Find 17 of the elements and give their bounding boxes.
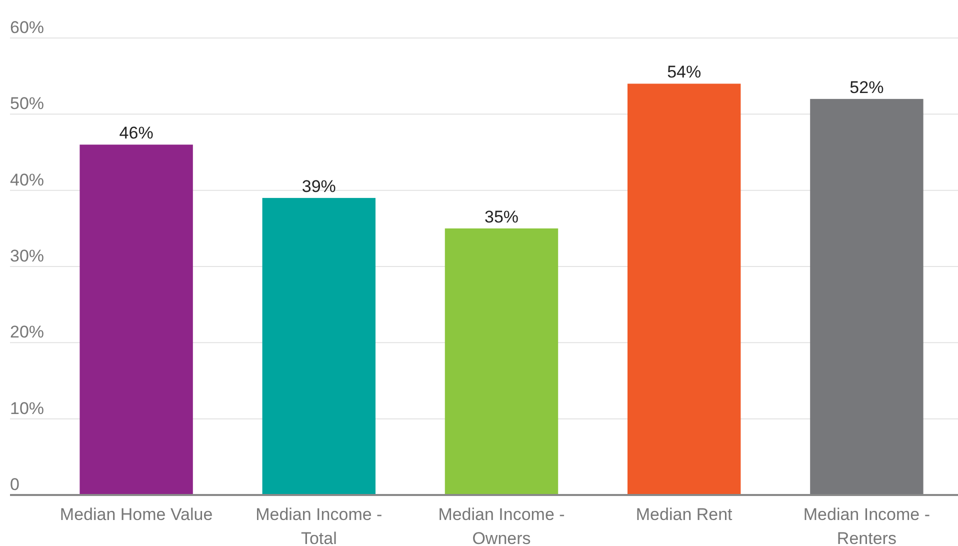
x-tick-label: Median Income - Total (256, 505, 382, 546)
data-label: 46% (119, 124, 154, 143)
y-tick-label: 20% (10, 322, 44, 342)
data-label: 52% (850, 78, 884, 97)
x-tick-label: Median Home Value (60, 505, 213, 524)
x-tick-label: Median Income - Renters (803, 505, 930, 546)
data-label: 39% (302, 176, 336, 196)
x-tick-label: Median Rent (636, 505, 733, 524)
y-tick-label: 50% (10, 94, 44, 114)
y-tick-label: 10% (10, 398, 44, 418)
x-tick-label: Median Income - Owners (438, 505, 565, 546)
data-label: 35% (484, 207, 519, 226)
y-tick-label: 0 (10, 475, 20, 494)
y-tick-label: 60% (10, 18, 44, 37)
y-tick-label: 30% (10, 246, 44, 266)
data-label: 54% (667, 62, 702, 82)
y-tick-label: 40% (10, 170, 44, 190)
